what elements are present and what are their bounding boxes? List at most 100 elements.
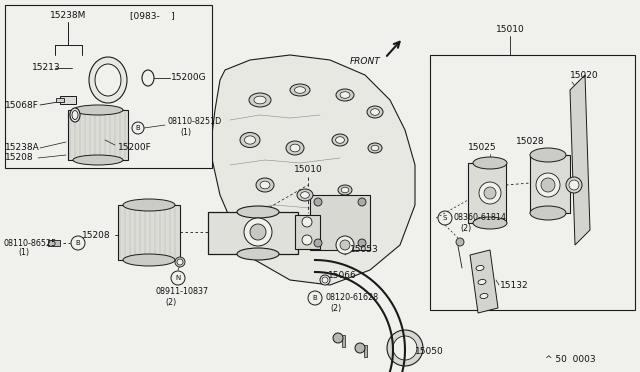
Bar <box>364 345 367 357</box>
Circle shape <box>355 343 365 353</box>
Bar <box>208 212 298 254</box>
Bar <box>310 195 370 250</box>
Text: 15200F: 15200F <box>118 144 152 153</box>
Bar <box>118 205 180 260</box>
Ellipse shape <box>260 181 270 189</box>
Circle shape <box>358 198 366 206</box>
Ellipse shape <box>338 185 352 195</box>
Bar <box>5 5 212 168</box>
Ellipse shape <box>368 143 382 153</box>
Ellipse shape <box>340 92 350 98</box>
Bar <box>530 155 570 213</box>
Text: S: S <box>443 215 447 221</box>
Ellipse shape <box>332 134 348 146</box>
Text: 08911-10837: 08911-10837 <box>155 288 208 296</box>
Text: (2): (2) <box>460 224 471 232</box>
Ellipse shape <box>256 178 274 192</box>
Text: 15020: 15020 <box>570 71 598 80</box>
Ellipse shape <box>530 206 566 220</box>
Text: 15025: 15025 <box>468 144 497 153</box>
Ellipse shape <box>473 157 507 169</box>
Text: 15208: 15208 <box>5 154 34 163</box>
Circle shape <box>302 235 312 245</box>
Circle shape <box>393 336 417 360</box>
Text: (1): (1) <box>18 248 29 257</box>
Ellipse shape <box>484 187 496 199</box>
Circle shape <box>358 239 366 247</box>
Polygon shape <box>570 75 590 245</box>
Ellipse shape <box>335 137 344 143</box>
Text: FRONT: FRONT <box>350 58 381 67</box>
Circle shape <box>175 257 185 267</box>
Ellipse shape <box>249 93 271 107</box>
Circle shape <box>456 238 464 246</box>
Ellipse shape <box>480 294 488 299</box>
Ellipse shape <box>95 64 121 96</box>
Ellipse shape <box>286 141 304 155</box>
Text: 15010: 15010 <box>495 26 524 35</box>
Ellipse shape <box>479 182 501 204</box>
Ellipse shape <box>301 192 309 198</box>
Ellipse shape <box>123 254 175 266</box>
Text: [0983-    ]: [0983- ] <box>130 12 175 20</box>
Text: B: B <box>312 295 317 301</box>
Text: B: B <box>136 125 140 131</box>
Ellipse shape <box>473 217 507 229</box>
Ellipse shape <box>123 199 175 211</box>
Circle shape <box>314 239 322 247</box>
Circle shape <box>336 236 354 254</box>
Bar <box>56 98 64 102</box>
Text: 08110-8251D: 08110-8251D <box>167 118 221 126</box>
Circle shape <box>569 180 579 190</box>
Bar <box>60 96 76 104</box>
Ellipse shape <box>478 279 486 285</box>
Text: N: N <box>175 275 180 281</box>
Text: (2): (2) <box>165 298 176 307</box>
Ellipse shape <box>294 87 305 93</box>
Bar <box>295 215 320 249</box>
Circle shape <box>314 198 322 206</box>
Bar <box>68 110 128 160</box>
Bar <box>48 240 60 246</box>
Ellipse shape <box>476 266 484 270</box>
Bar <box>342 335 345 347</box>
Bar <box>430 55 635 310</box>
Ellipse shape <box>290 84 310 96</box>
Ellipse shape <box>254 96 266 104</box>
Ellipse shape <box>142 70 154 86</box>
Ellipse shape <box>89 57 127 103</box>
Ellipse shape <box>250 224 266 240</box>
Ellipse shape <box>244 218 272 246</box>
Circle shape <box>340 240 350 250</box>
Text: 15208: 15208 <box>82 231 111 240</box>
Ellipse shape <box>371 109 380 115</box>
Text: 15053: 15053 <box>350 246 379 254</box>
Ellipse shape <box>336 89 354 101</box>
Circle shape <box>333 333 343 343</box>
Ellipse shape <box>240 132 260 148</box>
Circle shape <box>320 275 330 285</box>
Ellipse shape <box>70 108 80 122</box>
Circle shape <box>566 177 582 193</box>
Circle shape <box>387 330 423 366</box>
Ellipse shape <box>290 144 300 152</box>
Text: B: B <box>76 240 81 246</box>
Ellipse shape <box>367 106 383 118</box>
Polygon shape <box>210 55 415 285</box>
Ellipse shape <box>73 105 123 115</box>
Ellipse shape <box>244 136 255 144</box>
Text: 08110-86525: 08110-86525 <box>4 238 57 247</box>
Text: (1): (1) <box>180 128 191 138</box>
Ellipse shape <box>237 248 279 260</box>
Text: 15238M: 15238M <box>50 12 86 20</box>
Text: (2): (2) <box>330 304 341 312</box>
Text: 15213: 15213 <box>32 64 61 73</box>
Ellipse shape <box>237 206 279 218</box>
Circle shape <box>177 259 183 265</box>
Ellipse shape <box>72 110 78 119</box>
Text: 15238A: 15238A <box>5 144 40 153</box>
Text: ^ 50  0003: ^ 50 0003 <box>545 356 596 365</box>
Text: 15068F: 15068F <box>5 100 39 109</box>
Text: 15132: 15132 <box>500 280 529 289</box>
Ellipse shape <box>341 187 349 193</box>
